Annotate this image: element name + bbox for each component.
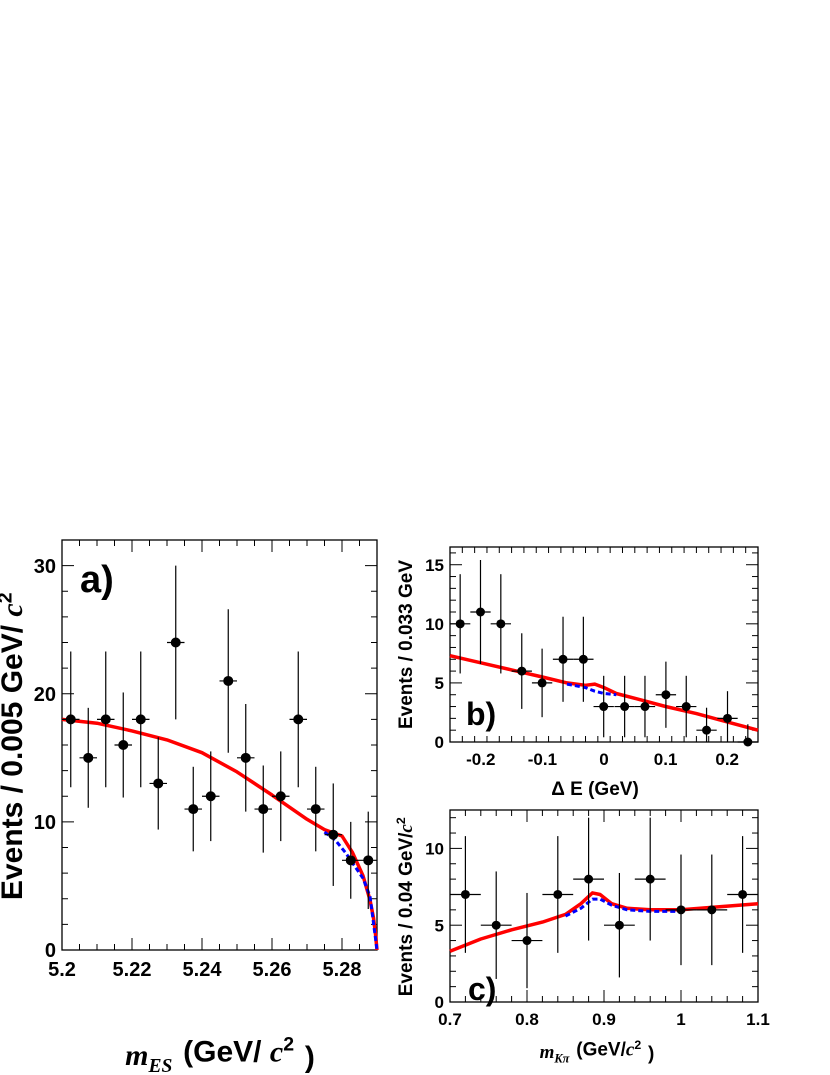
panel-label: c)	[468, 971, 496, 1007]
data-point	[135, 714, 146, 725]
fit-curve-dashed	[566, 682, 617, 697]
data-point	[328, 829, 339, 840]
panel-a: 0 10 20 30 5.2 5.22 5.24 5.26 5.28 a) Events / 0.0…	[0, 539, 379, 1075]
y-tick-label: 10	[425, 615, 444, 634]
x-tick-label: 0.1	[654, 750, 678, 769]
data-point	[702, 725, 712, 735]
y-tick-label: 0	[435, 733, 444, 752]
data-point	[83, 752, 94, 763]
data-point	[293, 714, 304, 725]
x-tick-label: 5.26	[253, 959, 292, 981]
data-point	[578, 654, 588, 664]
y-axis-label: Events / 0.04 GeV/c2	[394, 816, 420, 997]
y-tick-label: 0	[45, 940, 56, 962]
data-point	[275, 791, 286, 802]
data-point	[100, 714, 111, 725]
data-point	[723, 713, 733, 723]
y-axis-label: Events / 0.033 GeV	[396, 560, 417, 729]
plot-frame	[449, 546, 759, 743]
data-point	[240, 752, 251, 763]
y-axis-label: Events / 0.005 GeV/ c2	[0, 590, 35, 900]
data-point	[517, 666, 527, 676]
panel-label: b)	[466, 696, 496, 732]
data-point	[223, 675, 234, 686]
data-point	[170, 637, 181, 648]
x-tick-label: 5.22	[113, 959, 152, 981]
data-point	[345, 855, 356, 866]
y-tick-label: 15	[425, 556, 444, 575]
data-point	[118, 740, 129, 750]
x-tick-label: -0.2	[466, 750, 495, 769]
y-tick-label: 20	[34, 684, 56, 706]
x-tick-label: 5.2	[48, 959, 76, 981]
y-tick-label: 10	[34, 812, 56, 834]
data-point	[661, 690, 671, 700]
data-point	[205, 791, 216, 802]
x-tick-label: 1.1	[746, 1010, 770, 1029]
data-point	[496, 619, 506, 629]
data-point	[645, 874, 655, 884]
data-point	[743, 737, 753, 747]
data-point	[188, 804, 199, 815]
data-point	[599, 702, 609, 712]
x-tick-label: 0.9	[592, 1010, 616, 1029]
x-tick-label: 0.8	[515, 1010, 539, 1029]
x-tick-label: 0.7	[438, 1010, 462, 1029]
panel-label: a)	[80, 559, 114, 601]
y-tick-label: 0	[435, 993, 444, 1012]
data-point	[738, 889, 748, 899]
x-axis-label: mES (GeV/ c2 )	[125, 1034, 315, 1075]
data-point	[707, 905, 717, 915]
data-point	[491, 920, 501, 930]
y-tick-label: 5	[435, 916, 444, 935]
x-tick-label: 5.28	[323, 959, 362, 981]
x-tick-label: 5.24	[183, 959, 223, 981]
y-tick-label: 30	[34, 556, 56, 578]
fit-curve-dashed	[564, 897, 681, 918]
data-point	[522, 936, 532, 946]
x-tick-label: 0.2	[715, 750, 739, 769]
data-point	[584, 874, 594, 884]
data-point	[460, 889, 470, 899]
x-tick-label: 1	[676, 1010, 685, 1029]
x-tick-label: -0.1	[528, 750, 557, 769]
y-tick-label: 5	[435, 674, 444, 693]
data-point	[537, 678, 547, 688]
data-point	[258, 804, 269, 815]
data-point	[614, 920, 624, 930]
data-point	[65, 714, 76, 725]
data-point	[558, 654, 568, 664]
data-point	[475, 607, 485, 617]
y-tick-label: 10	[425, 840, 444, 859]
plot-frame	[61, 539, 378, 951]
data-point	[640, 702, 650, 712]
data-point	[153, 778, 164, 789]
fit-curve-dashed	[323, 830, 379, 951]
data-point	[310, 804, 321, 815]
data-point	[676, 905, 686, 915]
data-point	[681, 702, 691, 712]
data-point	[620, 702, 630, 712]
panel-b: 0 5 10 15 -0.2 -0.1 0 0.1 0.2 b) Events / 0.033 Ge…	[396, 546, 759, 800]
data-point	[553, 889, 563, 899]
x-tick-label: 0	[599, 750, 608, 769]
x-axis-label: Δ E (GeV)	[551, 779, 639, 800]
data-point	[363, 855, 374, 866]
x-axis-label: mKπ (GeV/c2 )	[540, 1038, 655, 1065]
data-point	[455, 619, 465, 629]
